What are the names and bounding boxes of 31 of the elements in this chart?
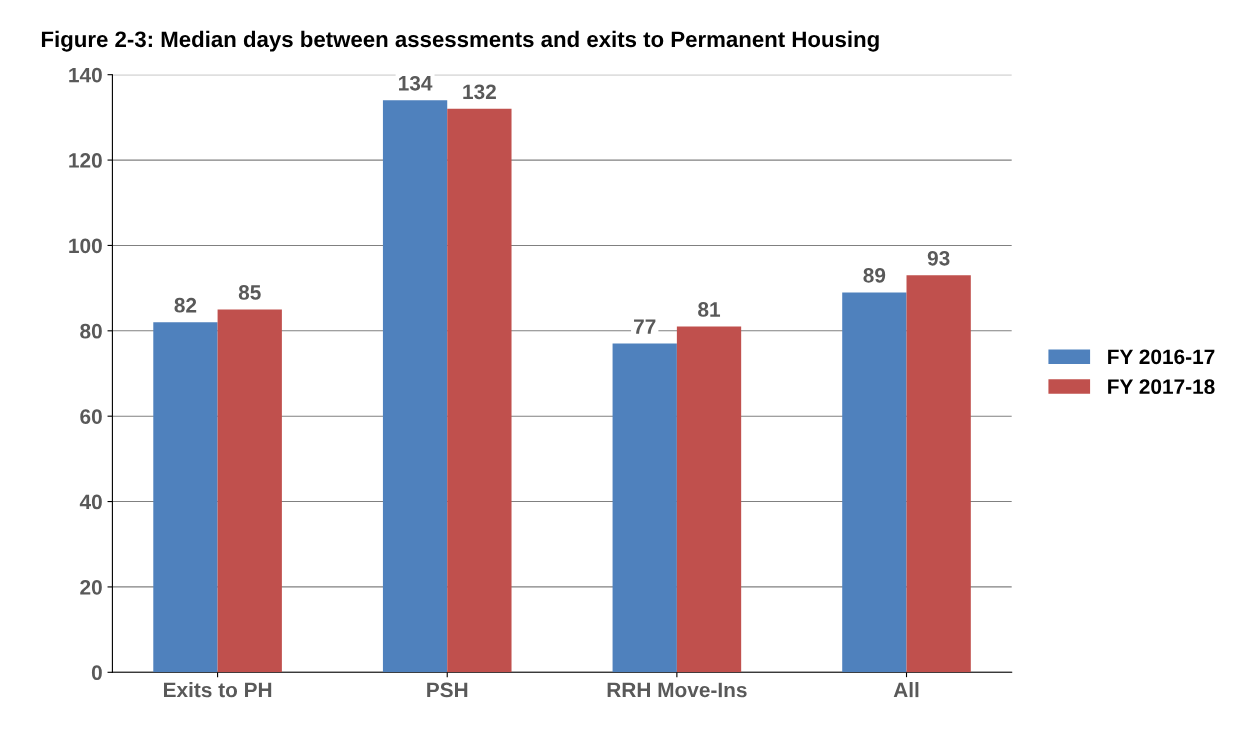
data-label: 82: [174, 297, 197, 313]
y-tick-label: 40: [79, 494, 102, 510]
y-tick-label: 0: [91, 665, 102, 681]
bar: [906, 275, 971, 673]
legend-label: FY 2016-17: [1108, 349, 1215, 365]
data-label: 81: [698, 302, 721, 317]
legend-label: FY 2017-18: [1108, 379, 1215, 395]
data-label: 93: [927, 250, 950, 266]
data-label: 89: [863, 267, 886, 283]
bar: [153, 322, 218, 673]
y-tick-label: 60: [80, 409, 102, 424]
x-tick-label: RRH Move-Ins: [607, 682, 747, 698]
y-tick-label: 80: [80, 323, 102, 339]
bar: [612, 343, 677, 673]
bar: [447, 108, 512, 673]
bar: [842, 292, 907, 673]
y-tick-label: 100: [69, 238, 102, 254]
data-label: 132: [463, 84, 496, 100]
bar: [676, 326, 742, 673]
bar: [217, 309, 282, 673]
y-tick-label: 120: [69, 153, 102, 168]
bar: [382, 100, 448, 673]
x-tick-label: All: [893, 682, 919, 698]
chart-title: Figure 2-3: Median days between assessments and exits to Permanent Housing: [41, 30, 879, 52]
x-tick-label: Exits to PH: [163, 682, 272, 698]
data-label: 134: [399, 75, 433, 91]
y-tick-label: 140: [69, 67, 102, 83]
x-tick-label: PSH: [427, 682, 468, 698]
y-tick-label: 20: [80, 579, 102, 595]
data-label: 77: [634, 319, 656, 334]
data-label: 85: [238, 285, 261, 300]
